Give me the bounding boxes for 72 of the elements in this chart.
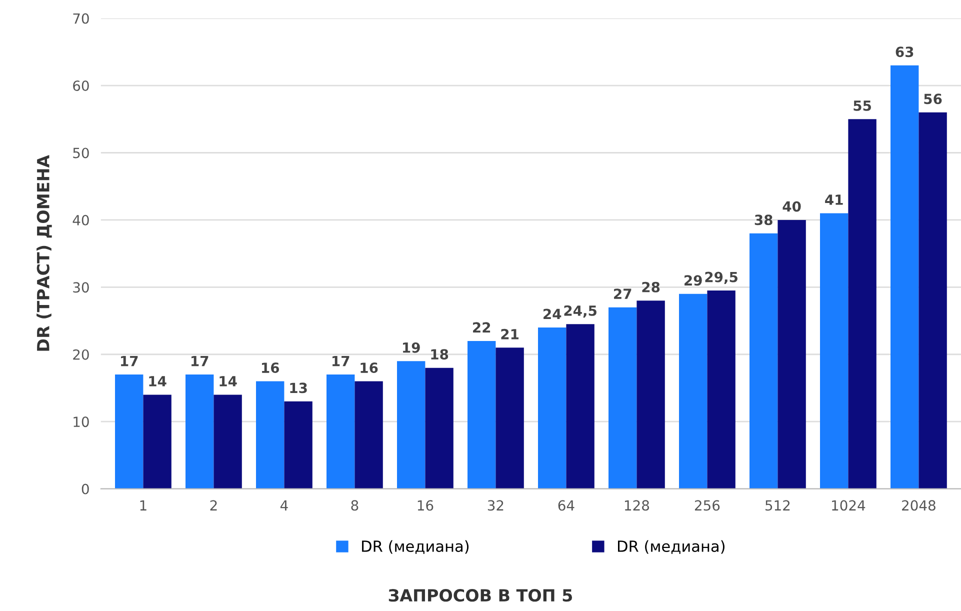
x-tick-label: 8	[351, 500, 358, 511]
y-tick-label: 30	[73, 282, 89, 293]
data-label: 56	[924, 94, 942, 104]
data-label: 14	[220, 376, 237, 386]
x-tick-label: 2048	[902, 500, 936, 511]
data-label: 40	[782, 201, 801, 212]
legend-label: DR (медиана)	[362, 540, 469, 554]
legend-label: DR (медиана)	[618, 540, 724, 554]
y-tick-label: 60	[73, 80, 89, 92]
bar	[468, 340, 496, 489]
y-tick-label: 0	[82, 484, 89, 494]
bar	[566, 324, 594, 489]
bar	[143, 394, 172, 489]
data-label: 22	[473, 322, 490, 332]
bar	[890, 65, 919, 489]
y-tick-label: 10	[74, 416, 89, 428]
x-tick-label: 16	[418, 500, 434, 511]
x-tick-label: 1	[140, 500, 146, 510]
y-tick-label: 50	[73, 148, 89, 158]
x-tick-label: 32	[488, 500, 504, 511]
bar	[284, 401, 312, 489]
data-label: 41	[825, 194, 843, 205]
data-label: 28	[642, 282, 660, 292]
data-label: 38	[754, 214, 772, 226]
data-label: 16	[360, 362, 378, 374]
data-label: 29	[684, 275, 702, 286]
bar	[608, 307, 637, 489]
bar	[186, 374, 214, 489]
bar	[707, 290, 736, 489]
data-label: 17	[121, 356, 138, 366]
bar	[397, 361, 426, 489]
data-label: 29,5	[705, 272, 738, 284]
bar	[496, 348, 524, 489]
bar	[820, 213, 848, 489]
bar	[848, 119, 876, 489]
bar	[679, 294, 708, 489]
data-label: 17	[332, 356, 350, 366]
data-label: 63	[896, 46, 914, 58]
bar	[778, 220, 806, 489]
x-tick-label: 64	[558, 500, 574, 511]
data-label: 55	[854, 100, 871, 111]
x-tick-label: 256	[694, 500, 720, 511]
data-label: 14	[149, 376, 166, 386]
x-tick-label: 4	[280, 500, 288, 510]
bar	[256, 381, 284, 489]
data-label: 24	[544, 308, 562, 320]
data-label: 17	[192, 356, 208, 366]
x-tick-label: 1024	[832, 500, 866, 511]
data-label: 19	[403, 342, 420, 353]
bar	[636, 300, 665, 489]
y-tick-label: 40	[72, 214, 89, 226]
bar	[214, 394, 242, 489]
y-tick-label: 20	[73, 349, 89, 360]
bar	[326, 374, 355, 489]
x-axis-title: ЗАПРОСОВ В ТОП 5	[388, 589, 572, 602]
y-axis-title: DR (ТРАСТ) ДОМЕНА	[36, 154, 52, 351]
x-tick-label: 512	[766, 500, 790, 511]
data-label: 18	[431, 349, 448, 360]
y-tick-label: 70	[73, 13, 89, 24]
bar	[538, 327, 566, 489]
data-label: 21	[501, 328, 519, 340]
x-tick-label: 2	[210, 500, 217, 510]
x-tick-label: 128	[624, 500, 650, 511]
bar	[750, 233, 778, 489]
data-label: 13	[290, 382, 307, 394]
bar	[354, 381, 383, 489]
data-label: 27	[614, 288, 632, 299]
bar	[115, 374, 144, 489]
data-label: 16	[262, 362, 280, 374]
data-label: 24,5	[564, 305, 596, 318]
bar	[918, 112, 947, 489]
bar	[425, 368, 454, 489]
